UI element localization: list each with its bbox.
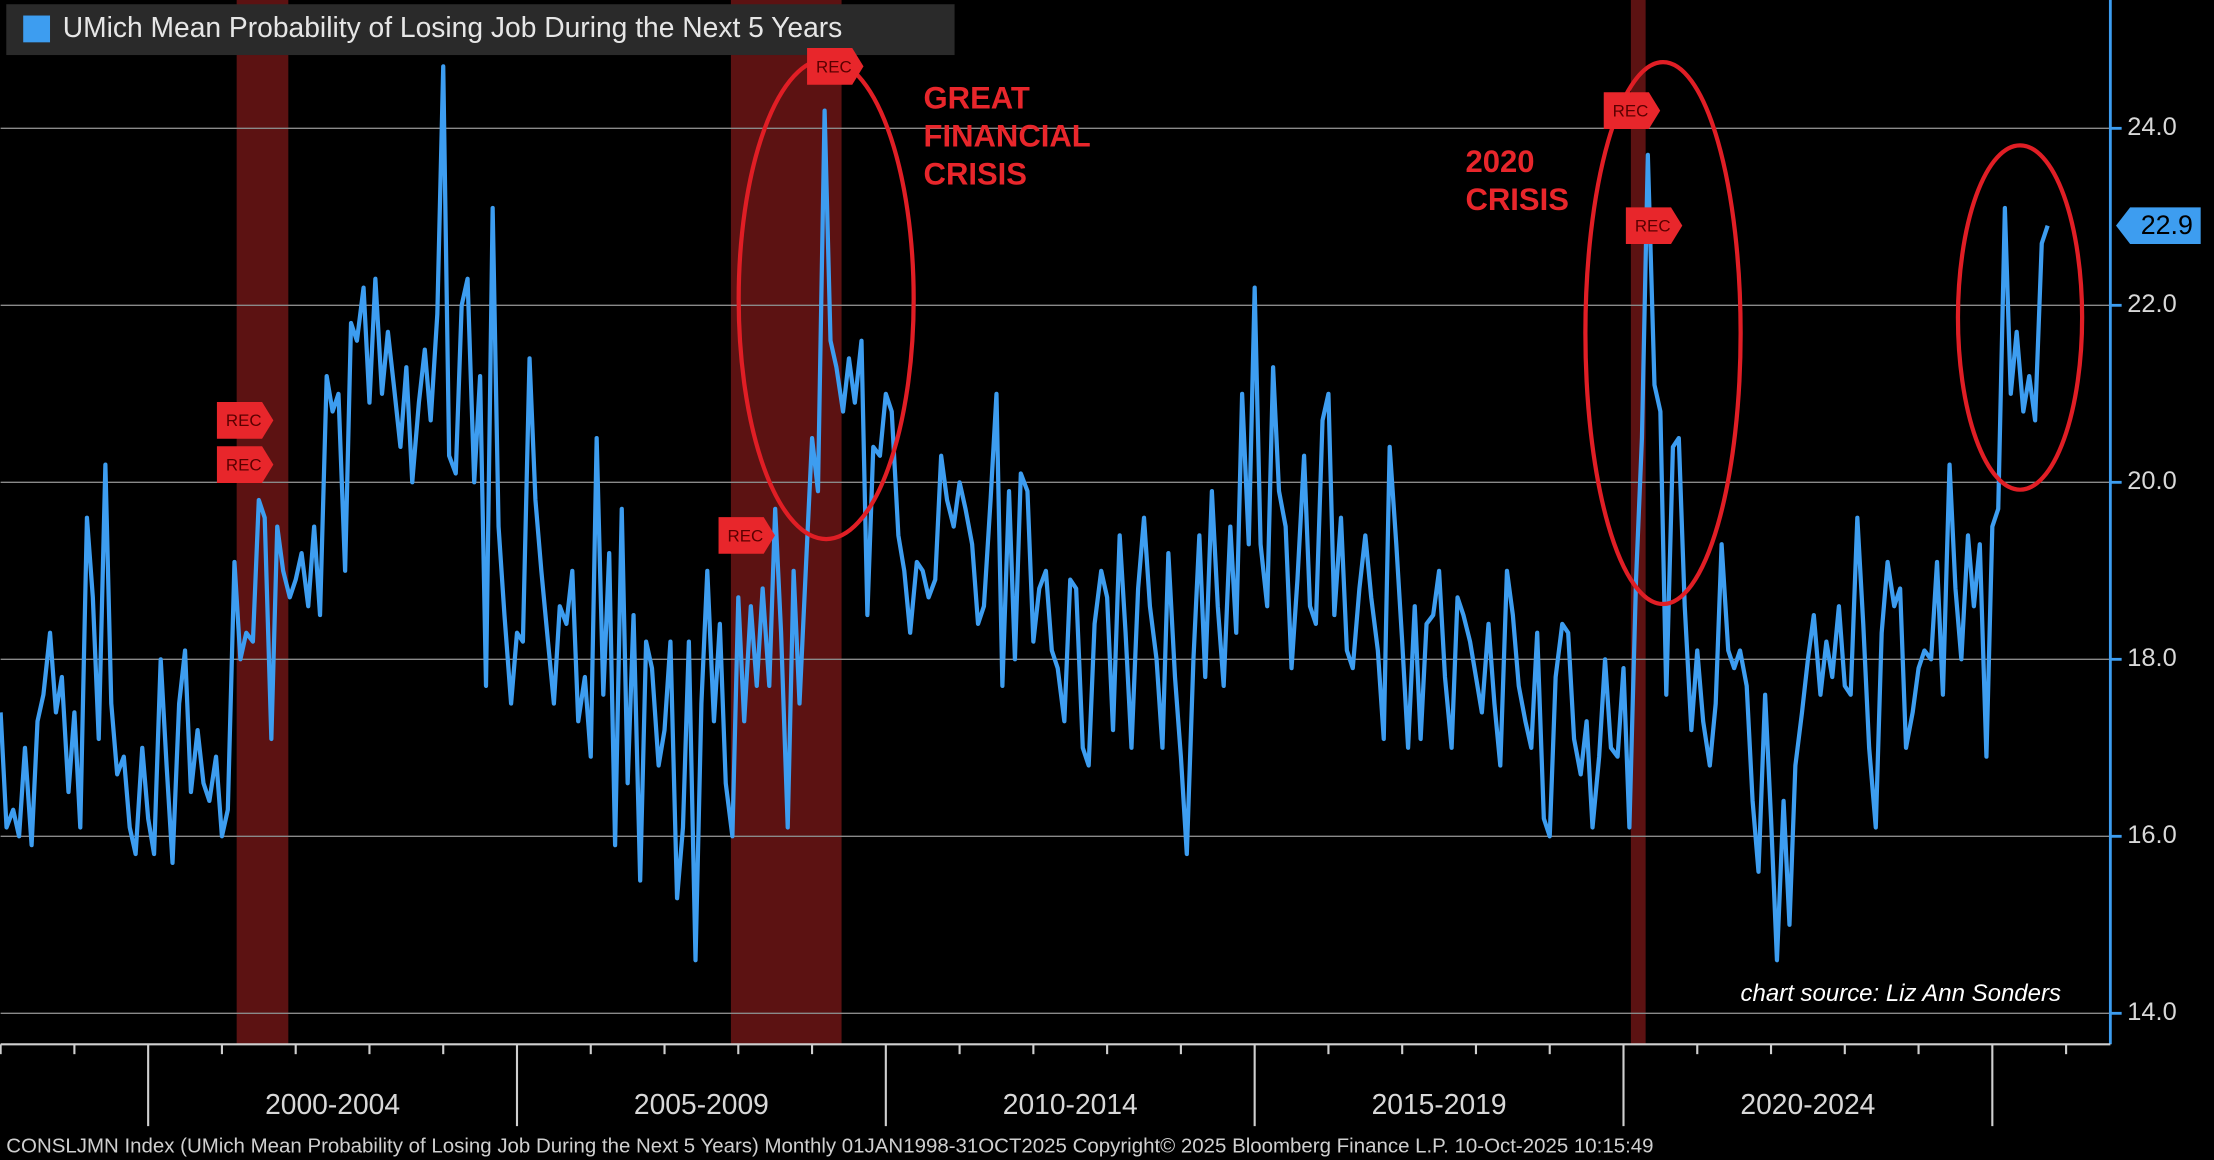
annotation: CRISIS [1465, 182, 1568, 217]
highlight-ellipse [1583, 59, 1743, 607]
rec-label: REC [816, 57, 852, 76]
y-tick-label: 18.0 [2127, 644, 2176, 672]
rec-label: REC [1613, 102, 1649, 121]
legend-swatch [23, 15, 51, 43]
x-period-label: 2000-2004 [265, 1088, 400, 1120]
legend-box [6, 4, 955, 56]
rec-tag [216, 402, 274, 439]
series-line [0, 64, 2050, 963]
last-value-label: 22.9 [2141, 210, 2193, 240]
last-value-tag [2116, 207, 2201, 245]
x-period-label: 2015-2019 [1372, 1088, 1507, 1120]
rec-tag [1625, 207, 1683, 245]
y-tick-label: 20.0 [2127, 467, 2176, 495]
rec-label: REC [226, 455, 262, 474]
x-period-label: 2010-2014 [1003, 1088, 1138, 1120]
y-tick-label: 22.0 [2127, 290, 2176, 318]
source-note: chart source: Liz Ann Sonders [1741, 980, 2061, 1007]
rec-label: REC [1635, 217, 1671, 236]
rec-label: REC [226, 411, 262, 430]
rec-tag [1603, 92, 1661, 129]
annotation: GREAT [924, 80, 1030, 115]
y-tick-label: 14.0 [2127, 998, 2176, 1026]
legend-label: UMich Mean Probability of Losing Job Dur… [63, 11, 843, 43]
line-layer [0, 64, 2050, 963]
annotation: FINANCIAL [924, 118, 1091, 153]
highlight-ellipse [1955, 143, 2085, 492]
x-period-label: 2005-2009 [634, 1088, 769, 1120]
rec-tag [807, 48, 864, 85]
annotation: 2020 [1465, 144, 1534, 179]
rec-label: REC [727, 526, 763, 545]
annotation: CRISIS [924, 157, 1027, 192]
rec-tag [718, 517, 775, 554]
rec-tag [216, 446, 274, 483]
y-tick-label: 24.0 [2127, 113, 2176, 141]
recession-shade [236, 0, 289, 1045]
footer: CONSLJMN Index (UMich Mean Probability o… [6, 1135, 1653, 1158]
x-period-label: 2020-2024 [1740, 1088, 1875, 1120]
y-tick-label: 16.0 [2127, 821, 2176, 849]
